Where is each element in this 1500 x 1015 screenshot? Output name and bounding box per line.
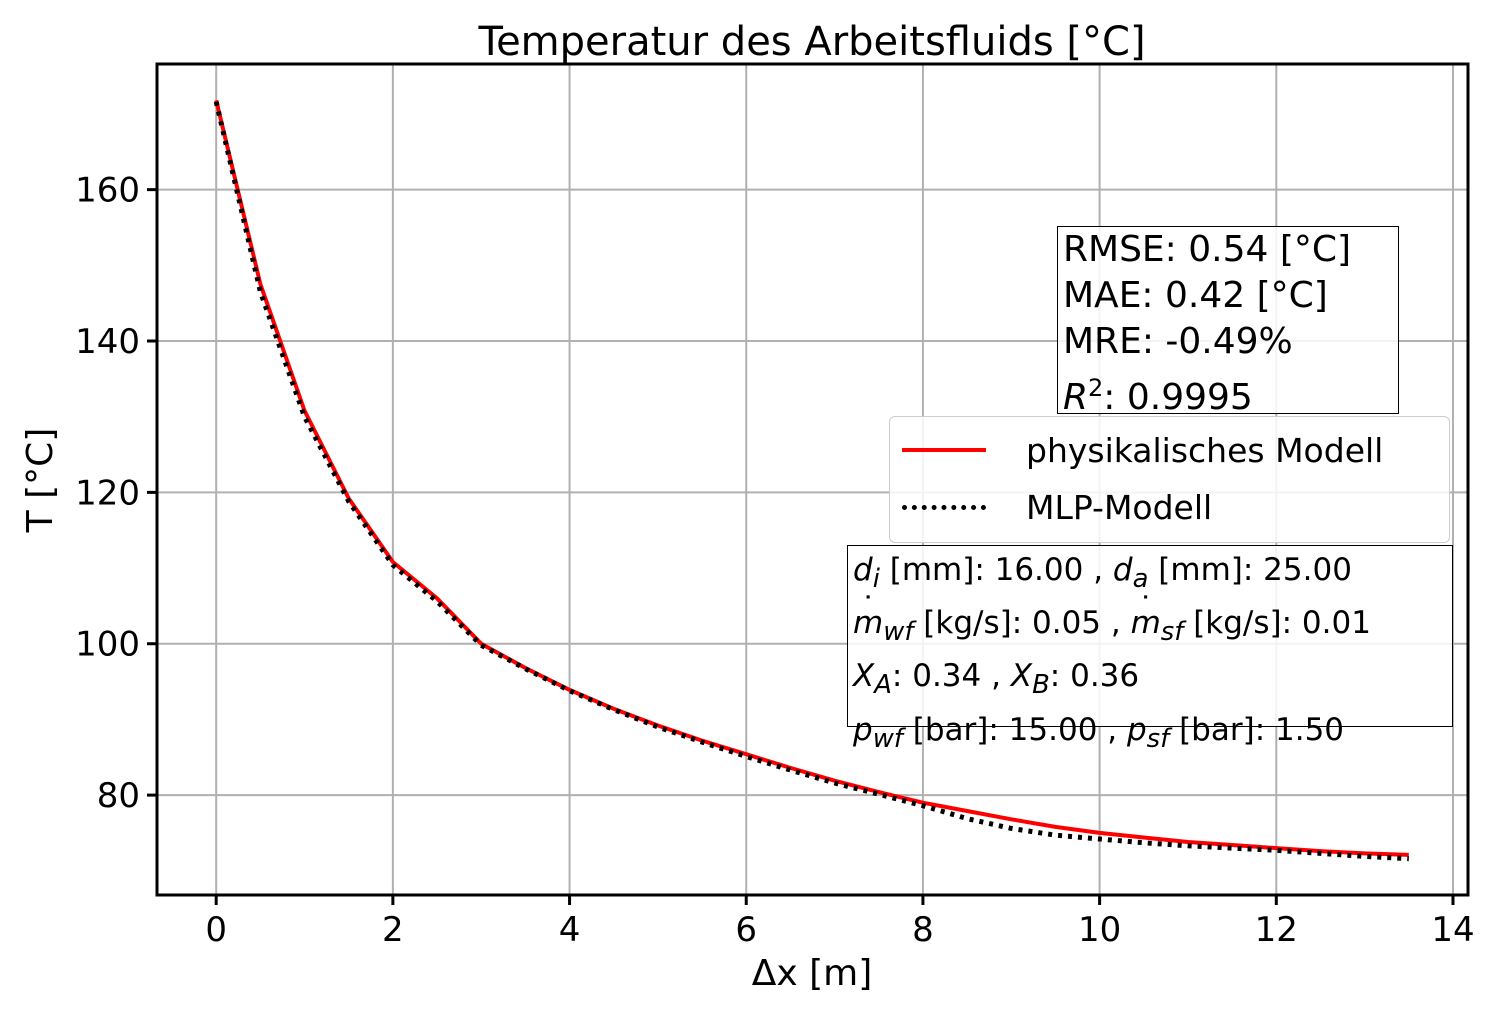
param-subscript: sf (1146, 723, 1170, 754)
legend-entry-mlp: MLP-Modell (902, 487, 1212, 527)
legend-label-mlp: MLP-Modell (1026, 487, 1213, 527)
r2-value: : 0.9995 (1103, 377, 1253, 418)
param-value: [mm]: 16.00 , (879, 552, 1113, 588)
param-value: [bar]: 1.50 (1169, 711, 1345, 748)
x-tick-label: 6 (735, 910, 757, 950)
series-line-mlp-model (213, 101, 1409, 862)
y-tick-label: 140 (75, 322, 140, 362)
x-tick-label: 14 (1431, 910, 1474, 950)
x-tick-label: 12 (1255, 910, 1298, 950)
legend-entry-physical: physikalisches Modell (902, 430, 1383, 470)
x-tick-label: 10 (1078, 910, 1121, 950)
param-symbol: d (853, 552, 873, 588)
metric-mre: MRE: -0.49% (1063, 321, 1293, 362)
param-subscript: wf (883, 617, 914, 648)
plot-frame (155, 62, 1470, 897)
legend-swatch-physical (902, 448, 986, 452)
r2-symbol: R (1063, 377, 1089, 418)
param-value: : 0.34 , (891, 658, 1011, 695)
x-tick-label: 0 (205, 910, 227, 950)
series-layer (213, 99, 1409, 862)
y-axis-label: T [°C] (20, 428, 61, 534)
parameters-box: di [mm]: 16.00 , da [mm]: 25.00 mwf [kg/… (847, 545, 1453, 754)
axis-ticks: 0 2 4 6 8 10 12 14 80 100 120 140 160 (75, 171, 1475, 950)
x-tick-label: 4 (559, 910, 581, 950)
param-line-fractions: XA: 0.34 , XB: 0.36 (853, 654, 1452, 707)
legend: physikalisches Modell MLP-Modell (889, 416, 1450, 543)
legend-label-physical: physikalisches Modell (1026, 430, 1384, 470)
param-value: [kg/s]: 0.01 (1183, 605, 1371, 642)
param-value: [kg/s]: 0.05 , (913, 605, 1131, 642)
x-tick-label: 8 (912, 910, 934, 950)
param-symbol: p (1126, 711, 1147, 748)
x-tick-label: 2 (382, 910, 404, 950)
chart-title: Temperatur des Arbeitsfluids [°C] (477, 19, 1145, 65)
y-tick-label: 160 (75, 171, 140, 211)
metric-rmse: RMSE: 0.54 [°C] (1063, 229, 1352, 270)
metric-r2: R2: 0.9995 (1063, 365, 1398, 421)
metrics-box: RMSE: 0.54 [°C] MAE: 0.42 [°C] MRE: -0.4… (1057, 226, 1399, 418)
param-line-massflow: mwf [kg/s]: 0.05 , msf [kg/s]: 0.01 (853, 601, 1452, 654)
series-line-physical-model (214, 99, 1409, 857)
param-subscript: wf (872, 723, 903, 754)
param-symbol: m (853, 601, 883, 645)
param-symbol: X (1010, 658, 1033, 695)
param-value: : 0.36 (1049, 658, 1140, 695)
param-symbol: d (1112, 552, 1133, 588)
param-symbol: p (853, 711, 873, 748)
param-subscript: A (874, 670, 892, 701)
param-subscript: B (1032, 670, 1050, 701)
param-subscript: i (872, 564, 880, 595)
param-symbol: X (853, 658, 875, 695)
param-value: [bar]: 15.00 , (902, 711, 1127, 748)
y-tick-label: 100 (75, 625, 140, 665)
param-symbol: m (1131, 601, 1161, 645)
r2-superscript: 2 (1088, 374, 1104, 402)
y-tick-label: 80 (97, 776, 140, 816)
y-tick-label: 120 (75, 473, 140, 513)
x-axis-label: Δx [m] (752, 953, 873, 994)
param-value: [mm]: 25.00 (1148, 552, 1352, 588)
legend-swatch-mlp (902, 504, 986, 510)
param-subscript: sf (1160, 617, 1184, 648)
metric-mae: MAE: 0.42 [°C] (1063, 275, 1328, 316)
param-line-diameters: di [mm]: 16.00 , da [mm]: 25.00 (853, 548, 1452, 601)
param-line-pressures: pwf [bar]: 15.00 , psf [bar]: 1.50 (853, 708, 1452, 761)
